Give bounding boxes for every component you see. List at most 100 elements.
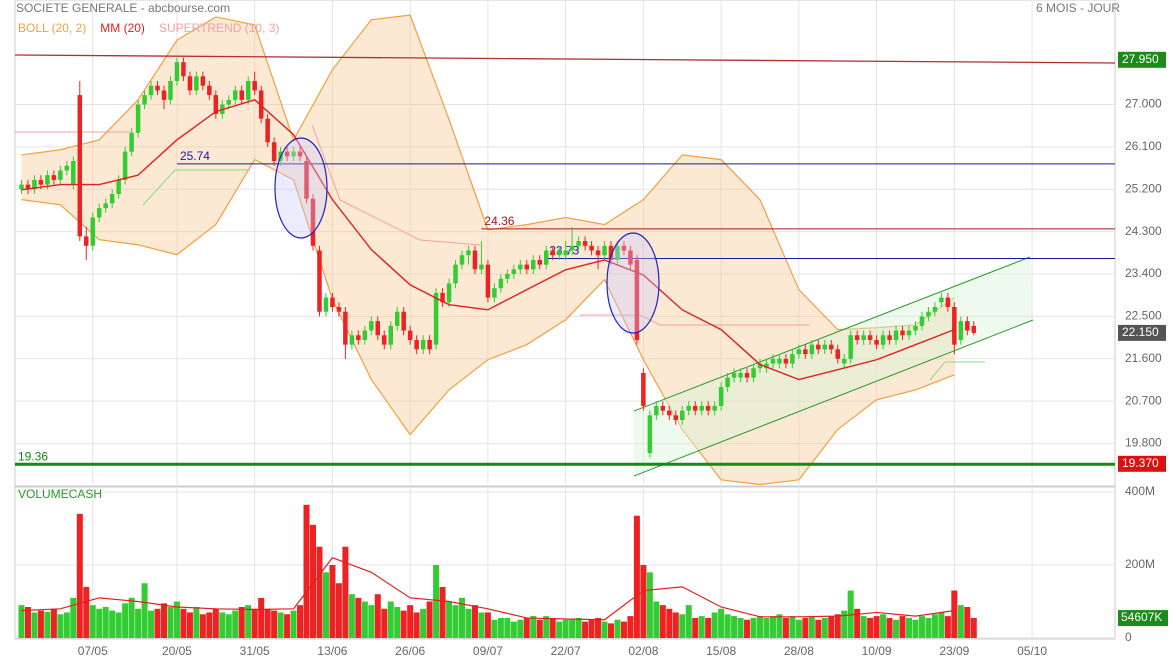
volume-bar (970, 617, 977, 638)
volume-bar (659, 605, 666, 638)
candle-body (135, 104, 141, 133)
volume-bar (627, 616, 634, 638)
candle-body (472, 250, 478, 270)
candle-body (770, 358, 776, 364)
volume-bar (426, 601, 433, 638)
volume-bar (763, 617, 770, 638)
supertrend-line (142, 169, 250, 206)
x-tick-label: 28/08 (784, 644, 814, 658)
volume-bar (828, 616, 835, 638)
volume-bar (964, 606, 971, 638)
volume-bar (925, 617, 932, 638)
candle-body (660, 405, 666, 411)
candle-body (576, 241, 581, 246)
candle-body (71, 161, 76, 185)
volume-bar (931, 614, 938, 638)
volume-bar (167, 606, 174, 638)
channel-line (633, 256, 1031, 412)
candle-body (867, 335, 873, 340)
candle-body (330, 297, 335, 308)
candle-body (582, 241, 588, 246)
candle-body (317, 250, 322, 312)
y-tick-label: 24.300 (1125, 224, 1162, 238)
volume-bar (957, 605, 964, 638)
x-tick-label: 26/06 (395, 644, 425, 658)
candle-body (712, 405, 717, 411)
candle-body (511, 269, 517, 275)
candle-body (900, 330, 905, 336)
volume-bar (180, 608, 187, 638)
candle-body (505, 274, 510, 279)
volume-bar (361, 601, 368, 638)
candle-body (887, 335, 892, 340)
volume-bar (808, 616, 815, 638)
volume-bar (193, 606, 200, 638)
boll-fill (21, 15, 955, 485)
volume-bar (944, 616, 951, 638)
candle-body (297, 151, 303, 157)
candle-body (446, 283, 452, 303)
candle-body (84, 236, 89, 246)
candle-body (194, 76, 199, 91)
volume-tag-label: 54607K (1121, 610, 1162, 624)
volume-bar (620, 621, 627, 638)
volume-bar (70, 597, 77, 638)
candle-body (459, 255, 465, 265)
candle-body (647, 415, 653, 453)
candle-body (589, 245, 594, 251)
volume-bar (63, 612, 70, 638)
candle-body (258, 90, 264, 119)
legend-entry: BOLL (20, 2) (18, 21, 86, 35)
volume-bar (893, 619, 900, 638)
y-tick-label: 21.600 (1125, 351, 1162, 365)
volume-bar (802, 617, 809, 638)
candle-body (58, 170, 63, 180)
volume-bar (484, 612, 491, 638)
volume-bar (614, 619, 621, 638)
candle-body (518, 264, 523, 270)
candle-body (45, 175, 50, 185)
candle-body (718, 387, 724, 406)
candle-body (615, 245, 620, 260)
volume-bar (666, 608, 673, 638)
candle-body (958, 321, 964, 340)
volume-bar (815, 619, 822, 638)
legend-entry: SUPERTREND (10, 3) (159, 21, 279, 35)
volume-bar (847, 590, 854, 638)
volume-bar (517, 619, 524, 638)
volume-bar (756, 616, 763, 638)
volume-bar (724, 614, 731, 638)
volume-bar (582, 621, 589, 638)
candle-body (336, 307, 342, 312)
candle-body (654, 405, 659, 416)
volume-bar (284, 614, 291, 638)
supertrend-line (929, 361, 985, 381)
candle-body (764, 363, 769, 369)
volume-bar (452, 605, 459, 638)
candle-body (343, 311, 348, 345)
y-tick-label: 25.200 (1125, 181, 1162, 195)
volume-bar (692, 617, 699, 638)
candle-body (913, 325, 918, 331)
candle-body (550, 250, 555, 256)
candle-body (524, 264, 530, 270)
volume-bar (413, 612, 420, 638)
candle-body (200, 76, 206, 86)
candle-body (362, 330, 368, 340)
volume-bar (536, 619, 543, 638)
volume-bar (543, 616, 550, 638)
volume-tick-label: 0 (1125, 630, 1132, 644)
volume-bar (57, 614, 64, 638)
volume-bar (264, 608, 271, 638)
candle-body (25, 184, 31, 190)
candle-body (835, 349, 840, 359)
candle-body (304, 161, 309, 199)
candle-body (634, 259, 640, 340)
candle-body (420, 339, 426, 350)
volume-bar (841, 610, 848, 638)
candle-body (233, 90, 238, 100)
volume-bar (303, 504, 310, 638)
x-tick-label: 05/10 (1017, 644, 1047, 658)
volume-bar (44, 611, 51, 638)
boll-lower (21, 158, 955, 486)
